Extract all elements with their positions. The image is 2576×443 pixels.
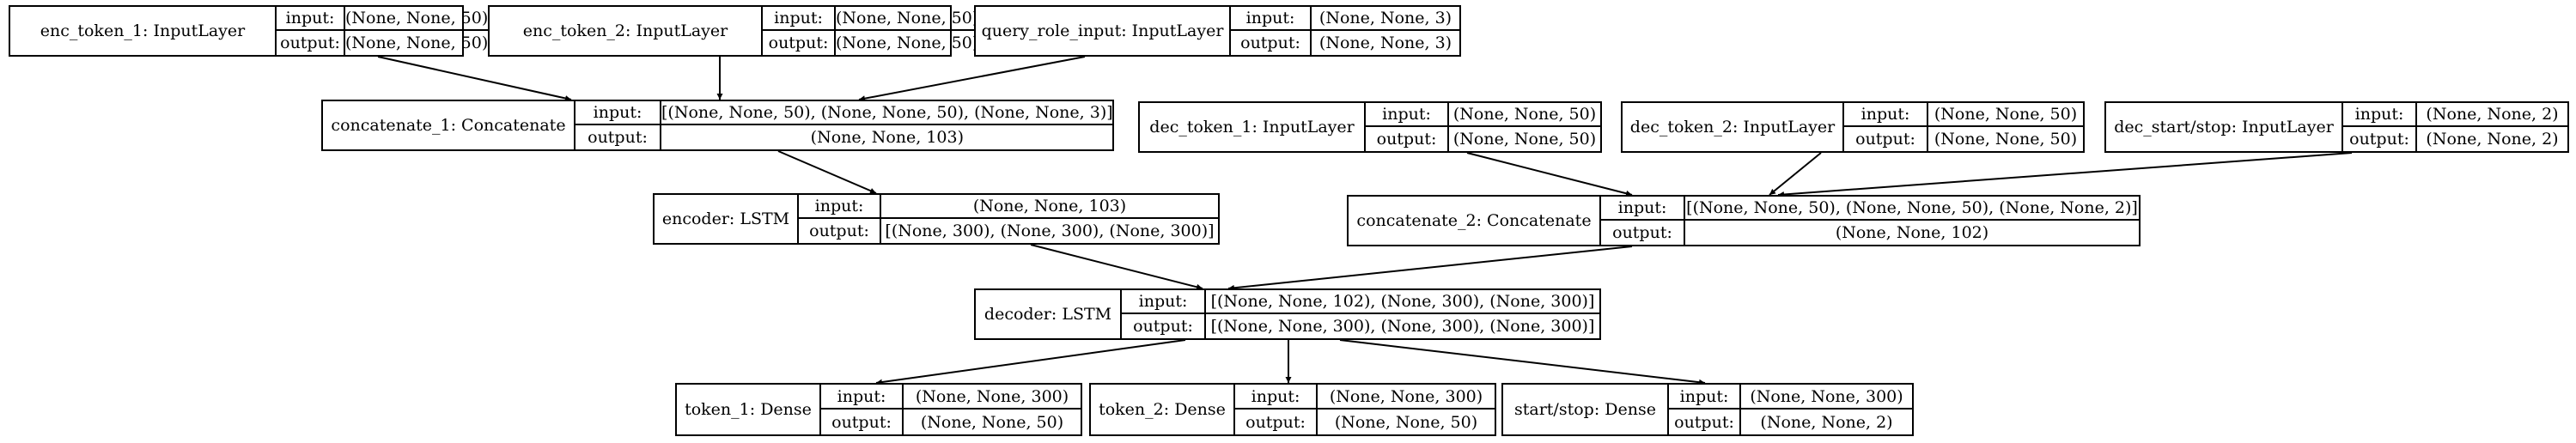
input-label: input: [1235, 385, 1318, 410]
input-shape: [(None, None, 50), (None, None, 50), (No… [661, 101, 1113, 125]
input-shape: [(None, None, 102), (None, 300), (None, … [1206, 290, 1599, 314]
output-shape: (None, None, 2) [1760, 412, 1893, 432]
input-shape: (None, None, 50) [836, 7, 979, 31]
input-label: input: [2343, 103, 2417, 127]
output-shape: (None, None, 50) [1934, 130, 2078, 149]
output-shape: (None, None, 50) [1334, 412, 1478, 432]
node-token-2: token_2: Dense input: (None, None, 300) … [1089, 383, 1496, 436]
input-label: input: [799, 195, 881, 219]
output-label: output: [799, 219, 881, 243]
edge-concatenate_2-to-decoder [1227, 246, 1633, 291]
output-label: output: [277, 31, 345, 55]
node-title: token_2: Dense [1091, 385, 1235, 434]
node-dec-token-2: dec_token_2: InputLayer input: (None, No… [1621, 101, 2085, 153]
node-title: start/stop: Dense [1503, 385, 1669, 434]
node-dec-token-1: dec_token_1: InputLayer input: (None, No… [1138, 101, 1602, 153]
output-label: output: [2343, 127, 2417, 151]
output-label: output: [1669, 410, 1741, 434]
input-label: input: [763, 7, 836, 31]
edge-encoder-to-decoder [1030, 244, 1203, 290]
output-label: output: [763, 31, 836, 55]
node-title: dec_token_2: InputLayer [1623, 103, 1844, 151]
input-label: input: [1231, 7, 1312, 31]
output-shape: (None, None, 3) [1318, 33, 1452, 52]
output-label: output: [1231, 31, 1312, 55]
input-shape: (None, None, 50) [345, 7, 489, 31]
node-title: enc_token_1: InputLayer [10, 7, 277, 55]
edge-dec_start_stop-to-concatenate_2 [1777, 152, 2353, 197]
input-label: input: [1844, 103, 1928, 127]
edge-dec_token_1-to-concatenate_2 [1466, 152, 1633, 197]
output-shape: (None, None, 103) [810, 128, 964, 147]
input-shape: (None, None, 300) [1318, 385, 1495, 410]
output-label: output: [821, 410, 904, 434]
input-label: input: [1601, 197, 1685, 221]
edge-enc_token_1-to-concatenate_1 [377, 56, 572, 101]
node-title: decoder: LSTM [976, 290, 1122, 338]
input-label: input: [821, 385, 904, 410]
edge-decoder-to-token_1 [875, 339, 1186, 385]
node-title: concatenate_2: Concatenate [1349, 197, 1601, 245]
node-token-1: token_1: Dense input: (None, None, 300) … [675, 383, 1082, 436]
input-label: input: [1122, 290, 1206, 314]
edge-dec_token_2-to-concatenate_2 [1769, 152, 1822, 196]
node-concatenate-1: concatenate_1: Concatenate input: [(None… [321, 100, 1114, 151]
node-title: concatenate_1: Concatenate [323, 101, 575, 149]
output-label: output: [1366, 127, 1449, 151]
edge-concatenate_1-to-encoder [777, 150, 877, 194]
node-enc-token-1: enc_token_1: InputLayer input: (None, No… [9, 5, 489, 57]
output-label: output: [1235, 410, 1318, 434]
input-shape: (None, None, 300) [904, 385, 1081, 410]
input-shape: (None, None, 103) [881, 195, 1218, 219]
edge-decoder-to-start_stop [1339, 339, 1706, 385]
node-title: enc_token_2: InputLayer [490, 7, 763, 55]
output-shape: (None, None, 50) [836, 33, 979, 52]
node-title: encoder: LSTM [655, 195, 799, 243]
input-label: input: [1669, 385, 1741, 410]
input-shape: (None, None, 50) [1449, 103, 1600, 127]
node-concatenate-2: concatenate_2: Concatenate input: [(None… [1347, 195, 2141, 246]
output-shape: (None, None, 50) [345, 33, 489, 52]
input-label: input: [277, 7, 345, 31]
output-label: output: [1844, 127, 1928, 151]
input-label: input: [575, 101, 661, 125]
output-shape: (None, None, 50) [920, 412, 1064, 432]
node-encoder: encoder: LSTM input: (None, None, 103) o… [653, 193, 1220, 245]
node-start-stop: start/stop: Dense input: (None, None, 30… [1501, 383, 1914, 436]
output-label: output: [575, 125, 661, 149]
node-title: dec_token_1: InputLayer [1140, 103, 1366, 151]
node-title: token_1: Dense [677, 385, 821, 434]
input-shape: (None, None, 50) [1928, 103, 2083, 127]
output-shape: (None, None, 2) [2426, 130, 2559, 149]
node-title: dec_start/stop: InputLayer [2106, 103, 2343, 151]
node-decoder: decoder: LSTM input: [(None, None, 102),… [974, 288, 1601, 340]
input-label: input: [1366, 103, 1449, 127]
input-shape: (None, None, 3) [1312, 7, 1459, 31]
node-title: query_role_input: InputLayer [976, 7, 1231, 55]
node-query-role-input: query_role_input: InputLayer input: (Non… [974, 5, 1461, 57]
output-shape: [(None, None, 300), (None, 300), (None, … [1210, 317, 1595, 336]
node-dec-start-stop: dec_start/stop: InputLayer input: (None,… [2104, 101, 2569, 153]
edge-query_role_input-to-concatenate_1 [858, 56, 1086, 102]
input-shape: (None, None, 2) [2417, 103, 2567, 127]
input-shape: [(None, None, 50), (None, None, 50), (No… [1685, 197, 2139, 221]
node-enc-token-2: enc_token_2: InputLayer input: (None, No… [488, 5, 979, 57]
output-label: output: [1601, 221, 1685, 245]
output-shape: [(None, 300), (None, 300), (None, 300)] [885, 222, 1215, 240]
output-shape: (None, None, 50) [1452, 130, 1597, 149]
input-shape: (None, None, 300) [1741, 385, 1912, 410]
output-label: output: [1122, 314, 1206, 338]
output-shape: (None, None, 102) [1835, 223, 1989, 242]
